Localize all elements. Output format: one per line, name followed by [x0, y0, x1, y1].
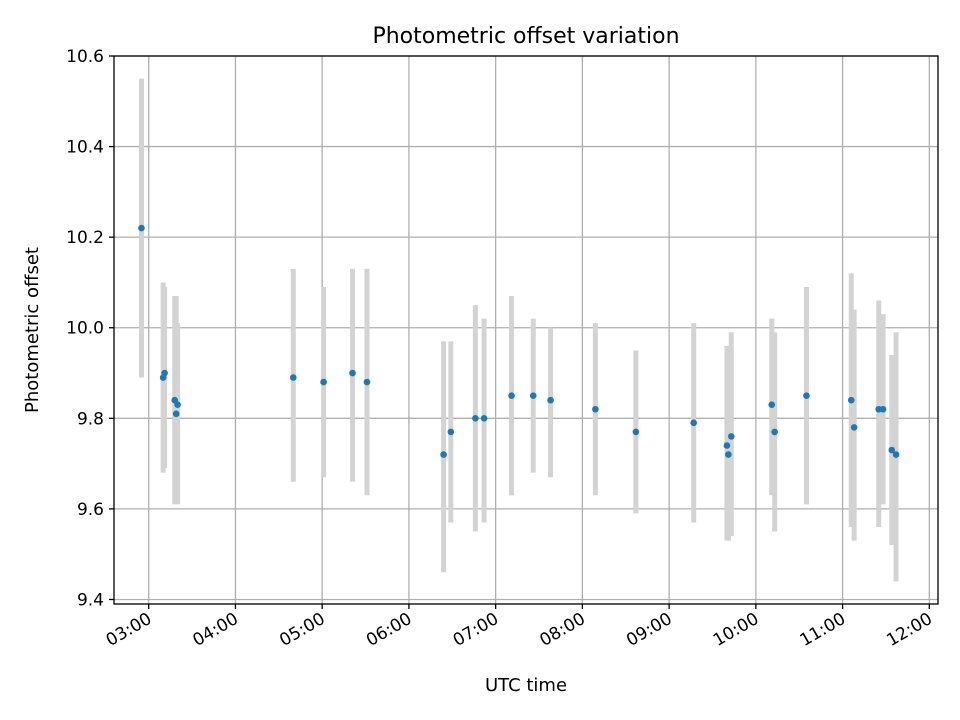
x-tick-label: 06:00 [363, 609, 415, 651]
data-point [440, 451, 447, 458]
data-point [508, 392, 515, 399]
grid [114, 55, 938, 604]
y-tick-label: 9.8 [77, 409, 104, 429]
data-point [723, 442, 731, 449]
y-tick-label: 10.6 [66, 47, 104, 67]
y-tick-label: 9.4 [77, 590, 104, 610]
error-bars [138, 78, 899, 582]
x-tick-label: 10:00 [710, 609, 762, 651]
data-point [172, 410, 180, 418]
data-point [547, 396, 554, 404]
x-tick-label: 07:00 [450, 609, 502, 651]
data-point [892, 451, 900, 458]
data-point [803, 392, 810, 399]
data-point [320, 378, 327, 386]
x-axis-label: UTC time [485, 675, 567, 696]
y-tick-label: 10.2 [66, 228, 104, 248]
data-points [138, 224, 900, 458]
data-point [632, 428, 640, 436]
x-tick-label: 08:00 [536, 609, 588, 651]
x-tick-label: 09:00 [623, 609, 675, 651]
y-tick-label: 10.0 [66, 319, 104, 339]
x-tick-label: 04:00 [189, 609, 241, 651]
data-point [771, 428, 778, 436]
plot-frame [113, 55, 939, 605]
data-point [363, 378, 371, 386]
data-point [480, 415, 488, 422]
x-tick-label: 03:00 [103, 609, 155, 651]
chart-title: Photometric offset variation [372, 24, 679, 49]
data-point [850, 424, 858, 431]
data-point [592, 405, 599, 413]
data-point [138, 224, 145, 232]
x-tick-label: 11:00 [797, 609, 849, 651]
x-tick-label: 05:00 [276, 609, 328, 651]
data-point [529, 392, 537, 399]
data-point [447, 428, 455, 436]
y-axis-label: Photometric offset [22, 247, 43, 413]
data-point [349, 369, 356, 377]
data-point [768, 401, 776, 409]
data-point [879, 405, 887, 413]
data-point [161, 369, 168, 377]
x-tick-label: 12:00 [883, 609, 935, 651]
y-tick-label: 9.6 [77, 500, 104, 520]
data-point [725, 451, 732, 458]
data-point [174, 401, 181, 409]
data-point [888, 446, 896, 454]
data-point [472, 415, 479, 422]
data-point [727, 433, 735, 440]
data-point [690, 419, 697, 427]
y-tick-label: 10.4 [66, 138, 104, 158]
data-point [847, 396, 855, 404]
data-point [289, 374, 297, 381]
